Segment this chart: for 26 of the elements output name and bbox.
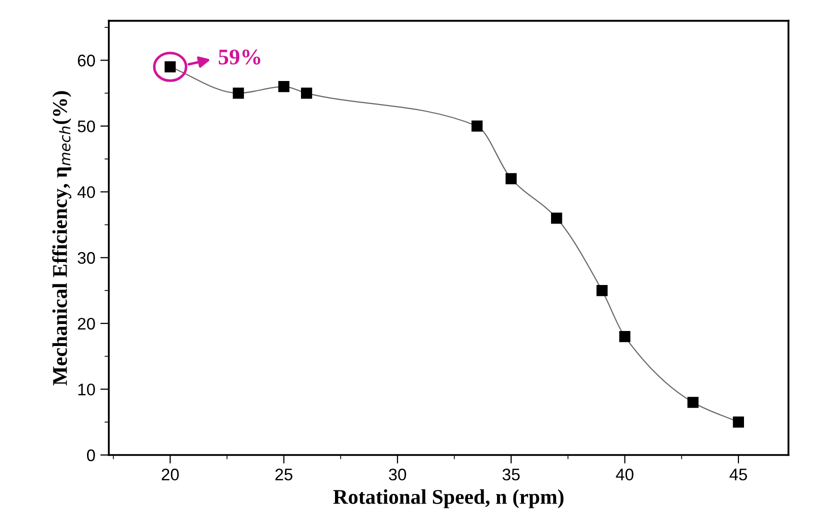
x-tick-label: 35 (502, 468, 520, 480)
y-tick-label: 30 (78, 252, 95, 264)
point (278, 81, 290, 92)
y-tick-label: 20 (78, 318, 95, 330)
point (732, 416, 744, 428)
y-axis-title: Mechanical Efficiency, η$_{mech}$(%) (52, 91, 72, 386)
y-tick-label: 50 (78, 120, 95, 132)
point (232, 88, 244, 99)
y-tick-label: 60 (78, 54, 95, 66)
point (619, 331, 630, 342)
x-tick-label: 20 (162, 468, 179, 480)
annotation: 59% (218, 50, 260, 65)
point (596, 284, 608, 296)
y-tick-label: 0 (87, 449, 95, 462)
point (471, 120, 483, 132)
point (506, 173, 517, 184)
point (301, 88, 312, 99)
point (551, 212, 562, 224)
x-tick-label: 25 (275, 468, 292, 480)
point (687, 396, 699, 408)
x-tick-label: 30 (388, 468, 406, 480)
x-tick-label: 45 (730, 468, 748, 480)
x-axis-title: Rotational Speed, n (rpm) (333, 489, 564, 508)
y-tick-label: 10 (78, 384, 95, 396)
y-tick-label: 40 (77, 186, 95, 198)
x-tick-label: 40 (616, 468, 634, 480)
